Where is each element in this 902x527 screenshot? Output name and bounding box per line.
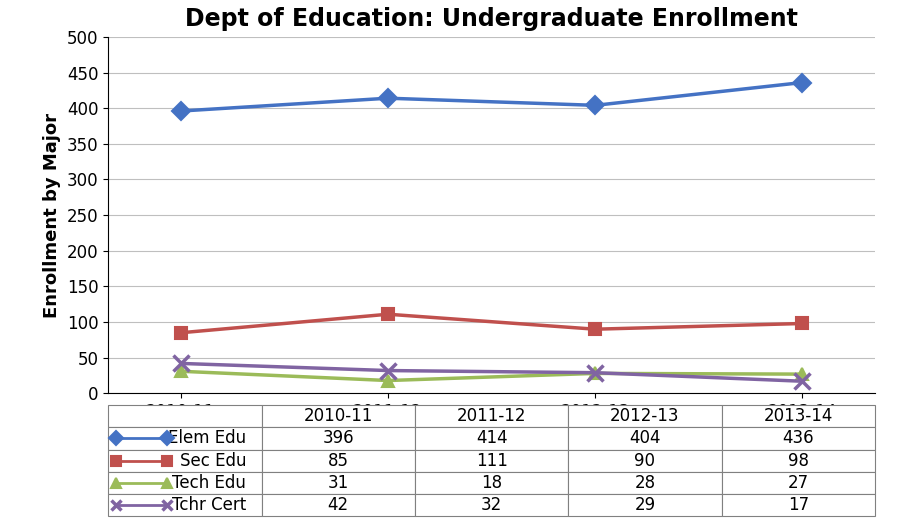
Y-axis label: Enrollment by Major: Enrollment by Major (43, 113, 61, 318)
Title: Dept of Education: Undergraduate Enrollment: Dept of Education: Undergraduate Enrollm… (185, 7, 798, 31)
